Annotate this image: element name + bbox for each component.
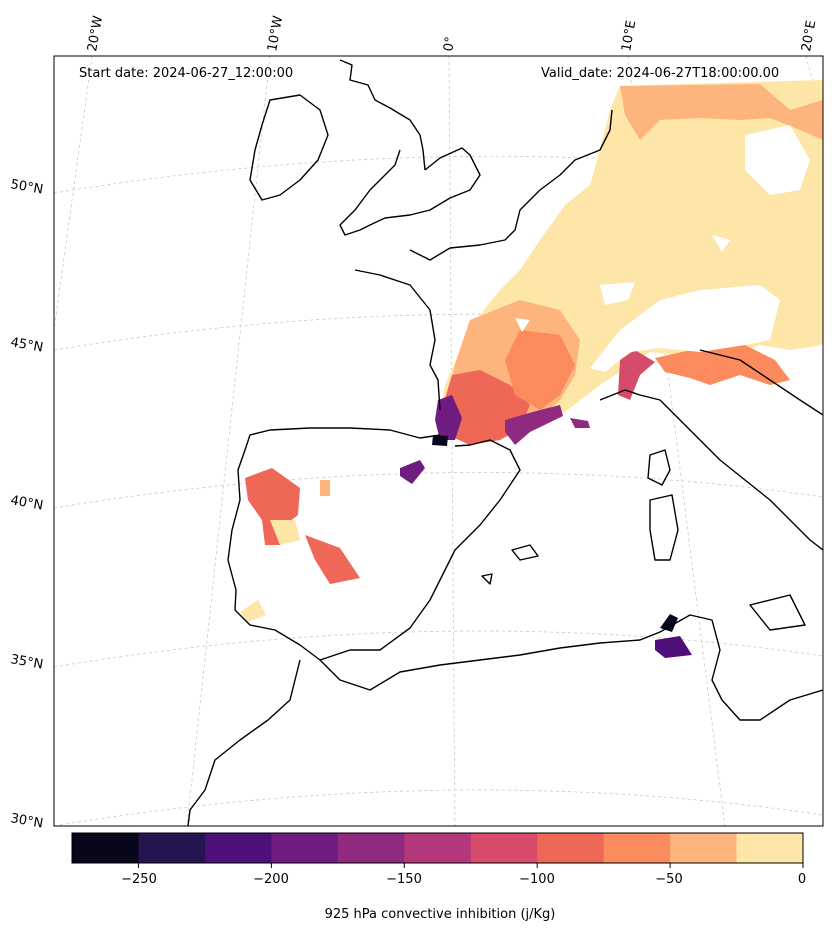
cin-region-central-europe-mid	[620, 84, 823, 140]
cin-region-pyrenees-core	[432, 435, 448, 446]
lat-label-40n: 40°N	[9, 493, 44, 513]
colorbar-segment	[537, 833, 605, 863]
colorbar-tick-label: −50	[655, 872, 683, 887]
parallel-40n	[54, 472, 823, 509]
cin-region-tunisia	[655, 636, 692, 658]
lon-label-20w: 20°W	[85, 15, 106, 53]
coast-iberia	[227, 427, 521, 661]
colorbar-tick-label: −150	[386, 872, 422, 887]
colorbar-segment	[470, 833, 538, 863]
cin-gap-hole-2	[515, 318, 530, 332]
colorbar-tick-label: 0	[797, 872, 807, 887]
coast-ireland	[249, 94, 329, 201]
longitude-labels: 20°W 10°W 0° 10°E 20°E	[85, 15, 819, 53]
valid-date-label: Valid_date: 2024-06-27T18:00:00.00	[541, 66, 780, 81]
lat-label-30n: 30°N	[9, 811, 44, 831]
colorbar-tick-label: −250	[121, 872, 157, 887]
lon-label-0: 0°	[441, 36, 458, 53]
colorbar-title: 925 hPa convective inhibition (j/Kg)	[324, 907, 556, 922]
coast-england	[339, 147, 481, 236]
coastlines	[187, 59, 823, 826]
colorbar-segment	[670, 833, 738, 863]
meridian-10w	[186, 56, 271, 826]
cin-region-portugal	[245, 468, 300, 545]
coast-north-africa	[319, 614, 823, 721]
colorbar	[71, 832, 804, 868]
parallel-35n	[54, 630, 823, 668]
lon-label-10e: 10°E	[619, 19, 639, 52]
cin-region-lyon	[505, 330, 575, 410]
coast-balearics	[481, 544, 539, 585]
colorbar-border	[71, 832, 804, 864]
parallel-45n	[54, 313, 823, 351]
colorbar-segment	[736, 833, 804, 863]
parallel-30n	[54, 789, 823, 826]
cin-region-extremadura	[305, 535, 360, 584]
lon-label-10w: 10°W	[265, 15, 286, 53]
colorbar-tick-label: −100	[519, 872, 555, 887]
colorbar-segment	[72, 833, 139, 863]
coast-adriatic	[699, 349, 823, 416]
colorbar-segment	[603, 833, 671, 863]
colorbar-tick-label: −200	[253, 872, 289, 887]
cin-region-corsica-north	[570, 418, 590, 428]
cin-region-north-italy	[618, 350, 655, 400]
cin-gap-alps	[590, 285, 780, 372]
lon-label-20e: 20°E	[799, 19, 819, 52]
map-border	[53, 55, 824, 827]
cin-gap-germany	[745, 125, 810, 195]
coast-france-west	[354, 269, 441, 411]
coast-scotland	[339, 59, 426, 171]
meridian-20w	[54, 56, 93, 331]
lat-label-50n: 50°N	[9, 177, 44, 197]
coast-france-channel	[409, 109, 613, 261]
coast-morocco-atlantic	[187, 659, 301, 826]
colorbar-segment	[204, 833, 272, 863]
cin-region-pyrenees	[435, 395, 462, 440]
cin-region-ebro	[400, 460, 425, 484]
latitude-labels: 50°N 45°N 40°N 35°N 30°N	[9, 177, 44, 831]
colorbar-segment	[337, 833, 405, 863]
cin-region-algeria	[320, 480, 330, 496]
coast-sardinia	[649, 494, 679, 561]
colorbar-segment	[404, 833, 472, 863]
lat-label-35n: 35°N	[9, 652, 44, 672]
colorbar-segment	[271, 833, 339, 863]
cin-fields	[240, 80, 823, 658]
cin-gap-hole-1	[712, 235, 730, 252]
cin-region-gulf-of-lion	[505, 405, 563, 445]
colorbar-segment	[138, 833, 206, 863]
coast-sicily	[749, 594, 806, 631]
cin-gap-paris	[600, 282, 635, 305]
coast-italy	[599, 389, 823, 551]
cin-region-adriatic	[655, 345, 790, 385]
cin-region-portugal-pale	[270, 520, 300, 545]
cin-region-portugal-south	[240, 600, 266, 622]
start-date-label: Start date: 2024-06-27_12:00:00	[79, 66, 294, 81]
lat-label-45n: 45°N	[9, 335, 44, 355]
cin-gaps	[515, 125, 810, 372]
meridian-0	[448, 56, 456, 826]
coast-corsica	[647, 449, 671, 486]
cin-region-tunisia-north	[660, 614, 678, 632]
